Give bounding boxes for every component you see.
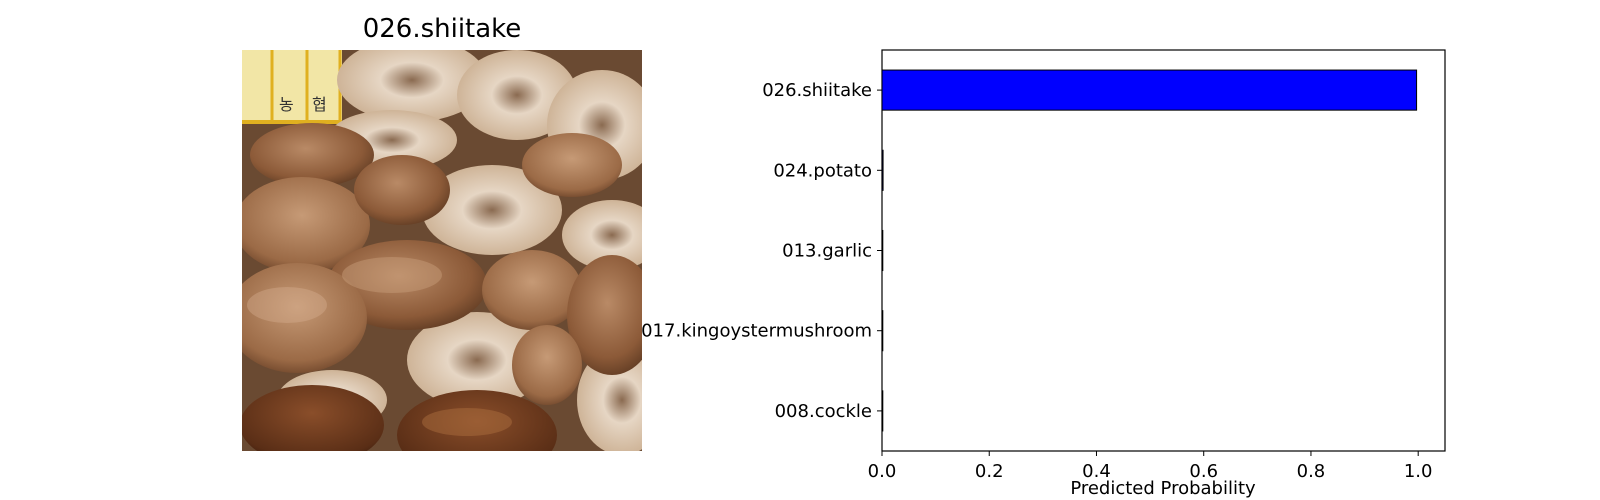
bar-024.potato [881,149,884,191]
x-tick-label: 0.4 [1082,461,1111,482]
category-label: 013.garlic [782,241,872,262]
category-label: 024.potato [773,160,872,181]
x-tick-label: 1.0 [1404,461,1433,482]
bar-008.cockle [881,390,884,432]
category-label: 026.shiitake [762,80,872,101]
sign-glyph: 농 [279,95,294,114]
sign-glyph: 협 [312,95,327,114]
bar-013.garlic [881,229,884,272]
category-label: 017.kingoystermushroom [641,321,872,342]
shiitake-photo: 농 협 [242,50,642,451]
x-tick-label: 0.6 [1189,461,1218,482]
x-tick-label: 0.8 [1297,461,1326,482]
x-tick-label: 0.0 [868,461,897,482]
bar-026.shiitake [881,69,1418,111]
category-label: 008.cockle [775,401,872,422]
x-tick-label: 0.2 [975,461,1004,482]
bar-017.kingoystermushroom [881,310,884,352]
x-axis-label: Predicted Probability [1070,478,1256,499]
image-title: 026.shiitake [362,14,522,44]
shiitake-mushroom-icon: 농 협 [242,50,642,451]
plot-area [881,49,1446,452]
